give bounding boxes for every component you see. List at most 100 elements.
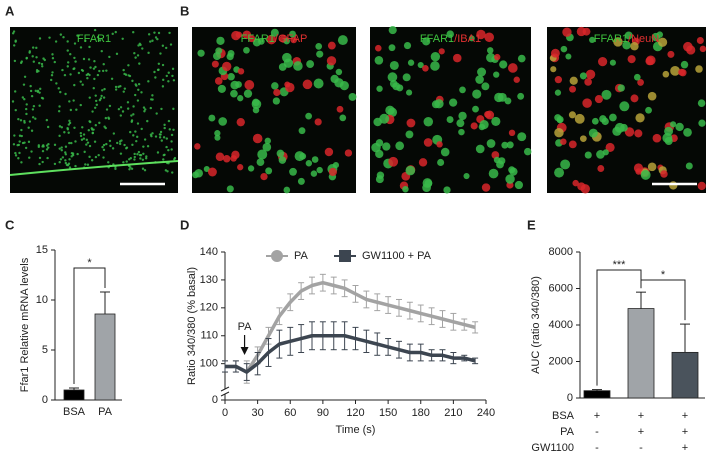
cell	[652, 133, 662, 143]
panel-letter: A	[5, 3, 15, 18]
cell	[58, 147, 61, 150]
cell	[156, 68, 160, 72]
cell	[59, 158, 63, 161]
cell	[46, 156, 49, 160]
cell	[108, 104, 112, 108]
cell	[38, 104, 41, 107]
cell	[222, 61, 232, 72]
cell	[164, 169, 168, 172]
cell	[679, 69, 687, 77]
cell	[128, 168, 131, 171]
table-cell: +	[682, 442, 688, 454]
cell	[151, 39, 154, 42]
cell	[314, 118, 322, 126]
cell	[64, 151, 67, 154]
table-cell: +	[594, 410, 600, 422]
cell	[51, 53, 54, 56]
cell	[230, 80, 240, 90]
cell	[121, 37, 124, 41]
cell	[13, 90, 17, 93]
cell	[22, 83, 26, 86]
y-tick-label: 110	[200, 330, 218, 342]
cell	[132, 105, 135, 108]
cell	[197, 49, 205, 57]
cell	[501, 141, 509, 149]
cell	[509, 167, 518, 176]
cell	[126, 107, 130, 110]
cell	[243, 46, 250, 54]
cell	[35, 70, 39, 74]
cell	[101, 69, 105, 73]
cell	[637, 79, 644, 86]
cell	[123, 143, 126, 147]
cell	[436, 141, 443, 148]
cell	[14, 151, 17, 155]
cell	[236, 117, 245, 127]
cell	[27, 126, 30, 129]
cell	[25, 103, 28, 106]
significance-label: *	[661, 269, 666, 281]
cell	[651, 32, 661, 42]
cell	[430, 51, 441, 62]
cell	[627, 55, 636, 64]
cell	[135, 84, 138, 87]
cell	[633, 163, 644, 173]
cell	[613, 37, 623, 47]
cell	[278, 156, 287, 164]
cell	[92, 67, 96, 70]
cell	[576, 26, 586, 37]
label-part: FFAR1	[77, 33, 111, 45]
cell	[171, 171, 174, 174]
cell	[599, 115, 607, 123]
panel-letter: E	[527, 217, 536, 232]
cell	[139, 157, 142, 160]
cell	[118, 142, 122, 146]
cell	[305, 160, 313, 167]
cell	[156, 37, 159, 41]
table-cell: -	[595, 426, 599, 438]
cell	[125, 160, 128, 163]
cell	[28, 156, 31, 159]
cell	[272, 97, 280, 105]
cell	[337, 35, 348, 46]
cell	[43, 58, 46, 62]
cell	[48, 36, 51, 39]
cell	[635, 113, 645, 123]
cell	[119, 106, 123, 109]
cell	[124, 73, 128, 76]
image-label: FFAR1/GFAP	[241, 33, 308, 45]
cell	[276, 149, 285, 158]
cell	[481, 183, 491, 192]
cell	[102, 143, 106, 147]
cell	[155, 112, 158, 115]
x-tick-label: 120	[346, 407, 364, 419]
cell	[161, 85, 165, 88]
cell	[389, 60, 399, 70]
cell	[84, 163, 87, 166]
cell	[132, 31, 135, 34]
cell	[40, 96, 44, 100]
cell	[159, 133, 162, 136]
cell	[18, 134, 22, 137]
cell	[13, 59, 17, 63]
image-label: FFAR1/IBA1	[420, 33, 481, 45]
cell	[64, 153, 68, 156]
cell	[227, 72, 235, 81]
cell	[19, 119, 23, 122]
cell	[31, 46, 35, 49]
cell	[21, 96, 25, 99]
cell	[311, 156, 319, 163]
cell	[622, 40, 631, 50]
cell	[53, 60, 56, 64]
cell	[39, 87, 42, 91]
cell	[137, 44, 140, 47]
cell	[214, 134, 221, 141]
significance-bracket	[596, 269, 642, 386]
cell	[130, 114, 133, 117]
cell	[271, 82, 279, 90]
x-tick-label: 240	[477, 407, 495, 419]
cell	[126, 101, 130, 104]
cell	[38, 61, 41, 65]
cell	[430, 61, 440, 71]
